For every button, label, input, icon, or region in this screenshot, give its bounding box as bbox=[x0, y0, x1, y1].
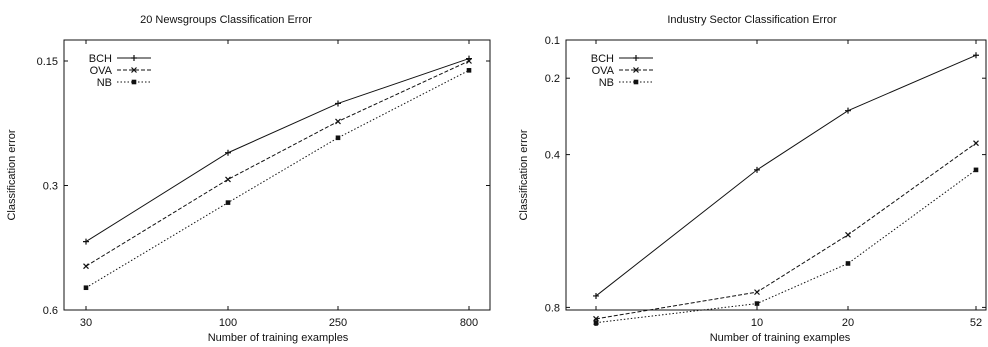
data-point bbox=[754, 301, 760, 306]
series-layer bbox=[593, 52, 979, 325]
x-tick-label: 20 bbox=[842, 317, 854, 329]
y-tick-label: 0.3 bbox=[43, 181, 58, 193]
plot-frame bbox=[565, 39, 987, 311]
data-point bbox=[225, 176, 231, 183]
series-line-nb bbox=[85, 69, 470, 289]
y-tick-label: 0.6 bbox=[43, 305, 58, 317]
data-point bbox=[633, 67, 639, 73]
series-line-nb bbox=[595, 169, 977, 324]
x-tick-label: 10 bbox=[751, 317, 763, 329]
data-point bbox=[845, 261, 851, 266]
y-tick-label: 0.15 bbox=[37, 56, 58, 68]
chart-industry-sector: Industry Sector Classification Error Num… bbox=[518, 14, 987, 344]
data-point bbox=[335, 118, 341, 125]
series-line-bch bbox=[595, 54, 977, 297]
x-tick-label: 52 bbox=[970, 317, 982, 329]
tick-layer: 30 100 250 800 0.15 0.3 0.6 bbox=[37, 40, 490, 329]
plot-frame bbox=[63, 39, 491, 311]
x-tick-label: 30 bbox=[80, 317, 92, 329]
data-point bbox=[83, 285, 89, 291]
data-point bbox=[754, 166, 760, 173]
legend-label: BCH bbox=[89, 53, 112, 65]
x-tick-label: 250 bbox=[329, 317, 347, 329]
y-tick-label: 0.1 bbox=[545, 35, 560, 47]
chart-title: Industry Sector Classification Error bbox=[667, 14, 837, 26]
data-point bbox=[593, 320, 599, 325]
data-point bbox=[973, 167, 979, 173]
x-axis-label: Number of training examples bbox=[710, 332, 851, 344]
series-layer bbox=[83, 55, 472, 291]
data-point bbox=[335, 135, 341, 141]
data-point bbox=[83, 238, 89, 245]
series-line-bch bbox=[85, 58, 470, 243]
data-point bbox=[973, 52, 979, 59]
legend-label: OVA bbox=[592, 65, 615, 77]
data-point bbox=[633, 55, 639, 61]
data-point bbox=[131, 67, 137, 73]
y-axis-label: Classification error bbox=[518, 129, 530, 220]
x-axis-label: Number of training examples bbox=[208, 332, 349, 344]
data-point bbox=[466, 68, 472, 73]
legend-label: NB bbox=[97, 77, 112, 89]
y-tick-label: 0.8 bbox=[545, 302, 560, 314]
y-axis-label: Classification error bbox=[6, 129, 18, 220]
legend-label: OVA bbox=[90, 65, 113, 77]
data-point bbox=[845, 107, 851, 114]
series-line-ova bbox=[85, 60, 470, 267]
y-tick-label: 0.4 bbox=[545, 150, 560, 162]
data-point bbox=[225, 149, 231, 156]
data-point bbox=[466, 58, 472, 64]
legend-label: BCH bbox=[591, 53, 614, 65]
data-point bbox=[335, 100, 341, 107]
series-line-ova bbox=[595, 142, 977, 320]
data-point bbox=[845, 231, 851, 238]
legend-label: NB bbox=[599, 77, 614, 89]
data-point bbox=[633, 79, 639, 85]
y-tick-label: 0.2 bbox=[545, 73, 560, 85]
data-point bbox=[593, 292, 599, 299]
data-point bbox=[131, 79, 137, 85]
data-point bbox=[754, 289, 760, 296]
x-tick-label: 800 bbox=[460, 317, 478, 329]
data-point bbox=[131, 55, 137, 61]
data-point bbox=[83, 263, 89, 270]
data-point bbox=[973, 140, 979, 147]
chart-20-newsgroups: 20 Newsgroups Classification Error Numbe… bbox=[6, 14, 491, 344]
data-point bbox=[225, 200, 231, 205]
x-tick-label: 100 bbox=[219, 317, 237, 329]
chart-title: 20 Newsgroups Classification Error bbox=[140, 14, 312, 26]
